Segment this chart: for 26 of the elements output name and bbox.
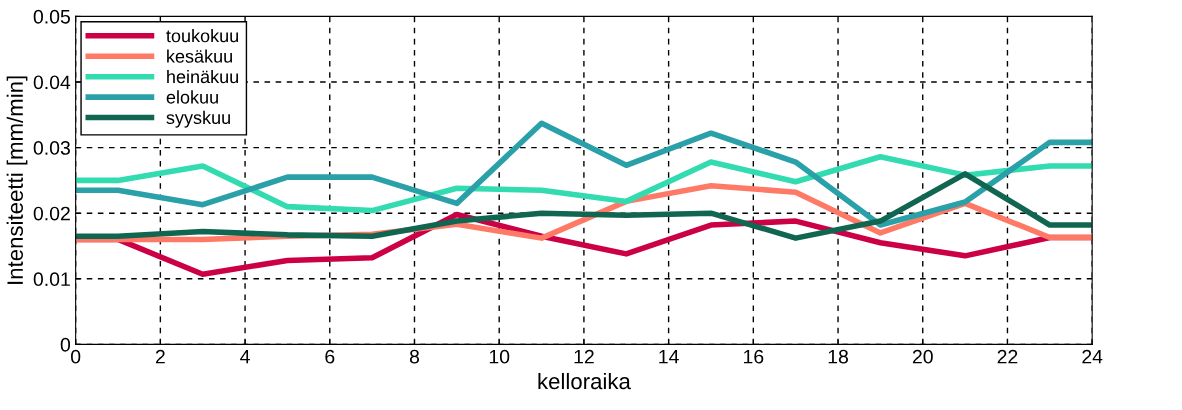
y-tick-label: 0.05 <box>33 9 70 24</box>
y-tick-label: 0.02 <box>33 206 70 221</box>
x-tick-label: 0 <box>71 349 81 364</box>
legend-label: syyskuu <box>166 110 230 128</box>
x-tick-label: 2 <box>155 349 165 364</box>
legend-label: kesäkuu <box>167 49 232 63</box>
x-tick-label: 4 <box>240 349 250 364</box>
x-tick-label: 6 <box>325 349 335 364</box>
y-axis-title: Intensiteetti [mm/min] <box>6 76 28 284</box>
legend-label: heinäkuu <box>167 69 239 84</box>
x-tick-label: 22 <box>997 349 1018 364</box>
x-tick-label: 14 <box>659 349 679 364</box>
x-tick-label: 20 <box>912 349 933 364</box>
x-tick-label: 10 <box>489 349 510 364</box>
x-tick-label: 24 <box>1082 349 1103 364</box>
x-tick-label: 8 <box>409 349 420 364</box>
x-axis-title: kelloraika <box>538 372 631 390</box>
x-tick-label: 12 <box>574 349 594 364</box>
y-tick-label: 0 <box>60 337 71 352</box>
x-tick-label: 18 <box>828 349 849 364</box>
x-tick-label: 16 <box>744 349 764 364</box>
legend-label: toukokuu <box>166 29 239 43</box>
legend-label: elokuu <box>166 90 218 104</box>
y-tick-label: 0.01 <box>33 272 70 287</box>
y-tick-label: 0.04 <box>33 75 71 90</box>
y-tick-label: 0.03 <box>33 141 70 155</box>
